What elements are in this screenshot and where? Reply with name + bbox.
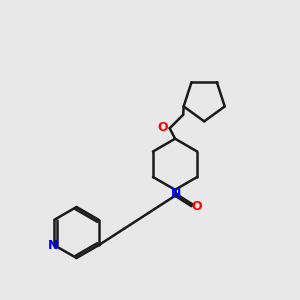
Text: N: N	[170, 187, 181, 200]
Text: N: N	[48, 239, 58, 252]
Text: O: O	[158, 121, 168, 134]
Text: O: O	[192, 200, 202, 213]
